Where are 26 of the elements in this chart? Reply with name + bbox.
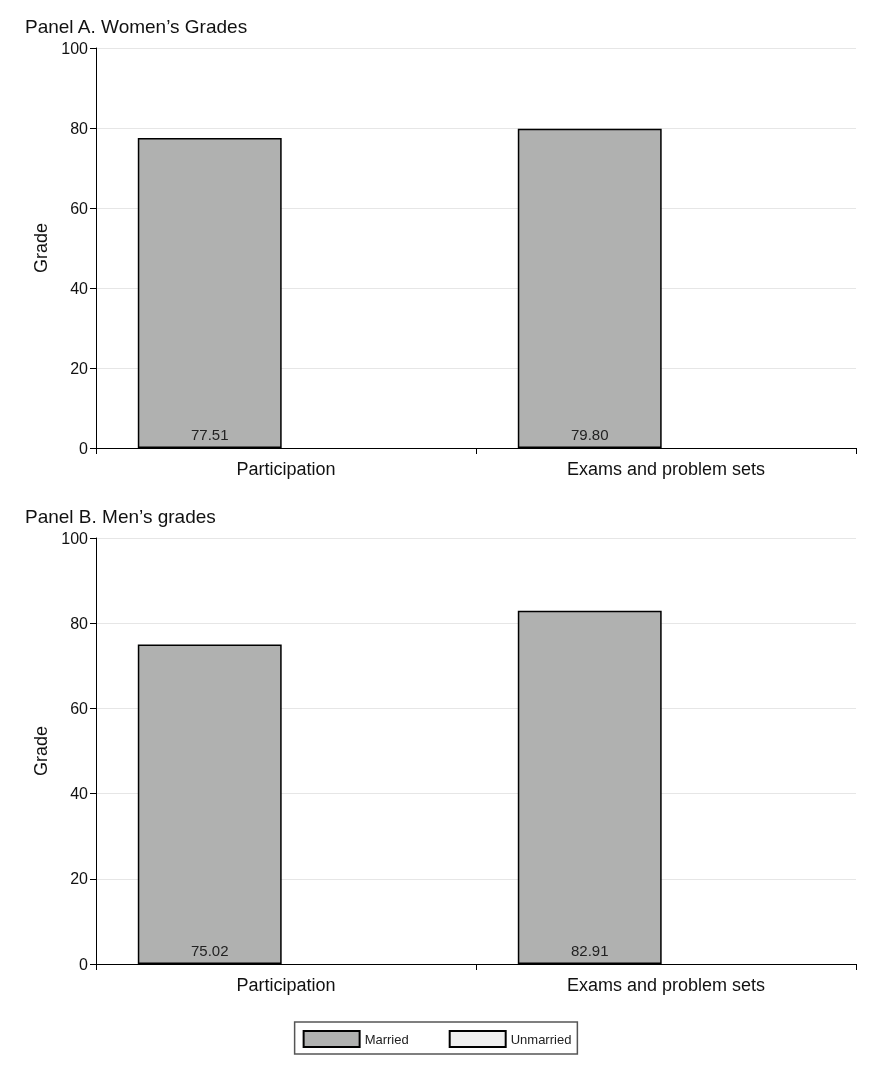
y-tick-label: 60	[70, 699, 89, 717]
legend-label: Married	[364, 1031, 409, 1047]
y-tick-label: 100	[61, 39, 89, 57]
chart-title: Panel B. Men’s grades	[25, 506, 216, 527]
x-tick-label: Exams and problem sets	[566, 975, 766, 995]
data-label: 79.80	[570, 426, 609, 443]
y-tick-label: 0	[79, 439, 89, 457]
chart-title: Panel A. Women’s Grades	[25, 16, 248, 37]
y-tick-label: 100	[61, 529, 89, 547]
y-tick-label: 0	[79, 955, 89, 973]
y-tick-label: 80	[70, 614, 89, 632]
legend-label: Unmarried	[510, 1031, 572, 1047]
y-tick-label: 20	[70, 870, 89, 888]
data-label: 75.02	[190, 942, 229, 959]
y-tick-label: 40	[70, 279, 89, 297]
x-tick-label: Participation	[236, 975, 336, 995]
y-tick-label: 40	[70, 785, 89, 803]
x-tick-label: Exams and problem sets	[566, 459, 766, 479]
y-tick-label: 80	[70, 119, 89, 137]
y-axis-title: Grade	[31, 725, 52, 777]
data-label: 77.51	[190, 426, 229, 443]
y-tick-label: 60	[70, 199, 89, 217]
data-label: 82.91	[570, 942, 609, 959]
x-tick-label: Participation	[236, 459, 336, 479]
y-axis-title: Grade	[31, 222, 52, 274]
y-tick-label: 20	[70, 359, 89, 377]
